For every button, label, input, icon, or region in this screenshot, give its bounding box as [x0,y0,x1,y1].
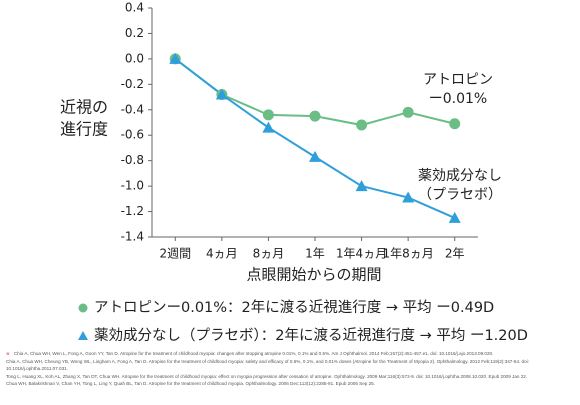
series-line [174,58,456,219]
note-marker [78,331,88,340]
reference-text: Tong L, Huang XL, Koh AL, Zhang X, Tan D… [6,373,528,379]
data-point [309,150,321,162]
ref-marker: ※ [6,351,10,356]
y-tick-label: 0.0 [125,51,144,65]
note: アトロピンー0.01%：2年に渡る近視進行度 → 平均 ー0.49D [94,299,494,316]
data-point [402,191,415,203]
series-label: ー0.01% [429,91,487,107]
references: ※ Chia A, Chua WH, Wen L, Fong A, Goon YY… [6,350,574,388]
note-marker [78,303,88,313]
y-tick-label: -1.2 [121,204,144,218]
y-tick-label: -0.2 [121,77,144,91]
data-point [355,180,368,192]
reference: Chia A, Chua WH, Cheung YB, Wong WL, Lin… [6,358,574,373]
x-tick-label: 2年 [445,247,465,261]
x-tick-label: 1年4ヵ月 [336,247,387,261]
data-point [309,110,321,122]
reference: Tong L, Huang XL, Koh AL, Zhang X, Tan D… [6,373,574,381]
y-tick-label: -0.6 [121,128,144,142]
note: 薬効成分なし（プラセボ）：2年に渡る近視進行度 → 平均 ー1.20D [94,327,528,344]
data-point [169,52,182,64]
y-tick-label: 0.4 [125,1,144,15]
y-tick-label: -0.4 [121,102,144,116]
series-label: （プラセボ） [418,187,502,203]
x-tick-label: 2週間 [159,247,191,261]
y-tick-label: 0.2 [125,26,144,40]
data-point [262,109,274,121]
data-point [448,211,461,223]
y-tick-label: -1.4 [121,230,144,244]
data-point [449,118,461,130]
data-point [356,119,368,131]
series-label: 薬効成分なし [418,168,502,184]
x-tick-label: 1年8ヵ月 [383,247,434,261]
y-axis-label: 近視の [60,98,108,117]
x-tick-label: 1年 [305,247,325,261]
data-point [262,121,275,133]
reference: ※ Chia A, Chua WH, Wen L, Fong A, Goon YY… [6,350,574,358]
y-tick-label: -0.8 [121,153,144,167]
reference-text: Chia A, Chua WH, Cheung YB, Wong WL, Lin… [6,358,529,372]
x-tick-label: 8ヵ月 [253,247,285,261]
x-tick-label: 4ヵ月 [206,247,238,261]
reference-text: Chua WH, Balakrishnan V, Chan YH, Tong L… [6,381,376,386]
data-point [402,106,414,118]
series-label: アトロピン [423,72,493,88]
reference: Chua WH, Balakrishnan V, Chan YH, Tong L… [6,380,574,388]
y-tick-label: -1.0 [121,179,144,193]
chart: 近視の 進行度 点眼開始からの期間 0.4 0.2 0.0 -0.2 -0.4 -0.6 -… [60,1,528,345]
y-axis-label: 進行度 [60,120,108,139]
data-point [215,88,228,100]
x-axis-label: 点眼開始からの期間 [246,266,381,284]
reference-text: Chia A, Chua WH, Wen L, Fong A, Goon YY,… [13,351,494,356]
